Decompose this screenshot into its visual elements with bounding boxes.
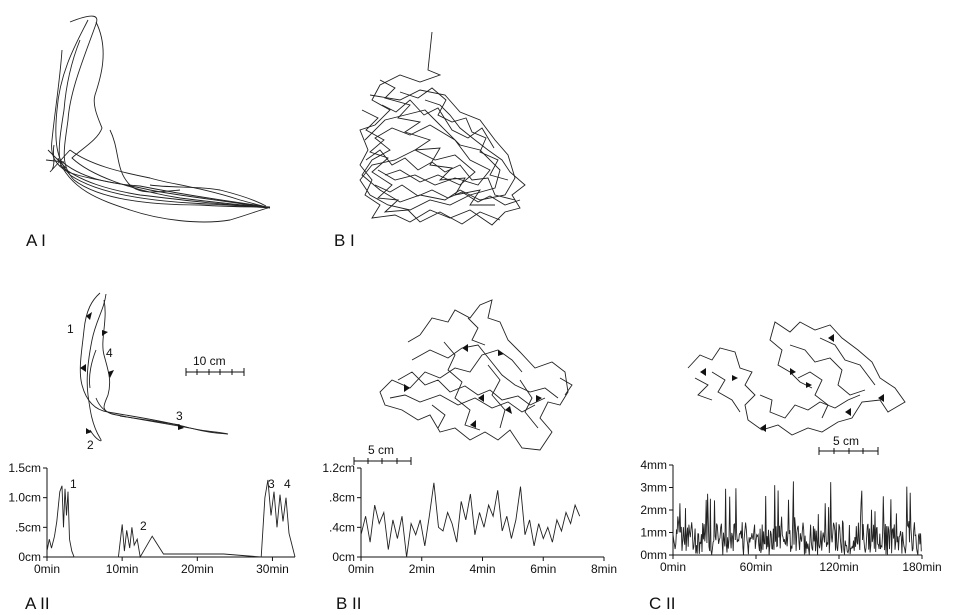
aii-arrows <box>80 312 184 434</box>
cii-track <box>687 321 906 436</box>
aii-series-line <box>46 479 296 559</box>
aii-path-number-1: 1 <box>67 322 74 336</box>
bii-x-tick-label: 8min <box>591 562 617 576</box>
bii-x-tick-label: 6min <box>530 562 556 576</box>
bii-track <box>379 299 573 451</box>
cii-series-line <box>672 481 922 556</box>
aii-y-tick-label: .5cm <box>15 520 41 534</box>
aii-speed-chart: 0cm .5cm 1.0cm 1.5cm 0min 10min 20min 30min <box>8 461 296 576</box>
panel-label-cii: C II <box>649 594 675 613</box>
aii-x-tick-label: 20min <box>181 562 214 576</box>
panel-label-bii: B II <box>336 594 362 613</box>
aii-x-tick-label: 0min <box>34 562 60 576</box>
cii-x-tick-label: 120min <box>819 560 858 574</box>
bii-y-tick-label: .4cm <box>329 520 355 534</box>
cii-x-tick-label: 180min <box>902 560 941 574</box>
aii-y-tick-label: 0cm <box>18 550 41 564</box>
cii-y-tick-label: 0mm <box>640 548 667 562</box>
cii-y-tick-label: 3mm <box>640 481 667 495</box>
bii-y-tick-label: 1.2cm <box>322 461 355 475</box>
panel-label-aii: A II <box>25 594 50 613</box>
aii-y-tick-label: 1.0cm <box>8 491 41 505</box>
bii-x-tick-label: 0min <box>348 562 374 576</box>
aii-scale-bar: 10 cm <box>185 354 245 376</box>
aii-chart-annotation-1: 1 <box>70 477 77 491</box>
cii-scale-label: 5 cm <box>833 434 859 448</box>
cii-arrows <box>700 334 884 432</box>
aii-path-number-2: 2 <box>87 438 94 452</box>
cii-y-tick-label: 4mm <box>640 458 667 472</box>
cii-y-tick-label: 2mm <box>640 503 667 517</box>
aii-scale-label: 10 cm <box>193 354 226 368</box>
aii-path-number-3: 3 <box>176 409 183 423</box>
aii-chart-annotation-3: 3 <box>268 477 275 491</box>
aii-track <box>79 292 229 442</box>
bii-scale-bar: 5 cm <box>353 443 412 465</box>
bi-track <box>359 31 526 226</box>
ai-track <box>45 15 271 223</box>
panel-label-ai: A I <box>26 231 46 250</box>
cii-speed-chart: 0mm 1mm 2mm 3mm 4mm 0min 60min 120min 180min <box>640 458 941 574</box>
panel-label-bi: B I <box>334 231 355 250</box>
aii-y-tick-label: 1.5cm <box>8 461 41 475</box>
aii-x-tick-label: 30min <box>256 562 289 576</box>
bii-scale-label: 5 cm <box>368 443 394 457</box>
aii-x-tick-label: 10min <box>106 562 139 576</box>
bii-x-tick-label: 4min <box>469 562 495 576</box>
bii-y-tick-label: 0cm <box>332 550 355 564</box>
bii-x-tick-label: 2min <box>409 562 435 576</box>
aii-path-number-4: 4 <box>106 346 113 360</box>
cii-y-tick-label: 1mm <box>640 526 667 540</box>
bii-y-tick-label: .8cm <box>329 491 355 505</box>
aii-chart-annotation-2: 2 <box>140 519 147 533</box>
cii-x-tick-label: 0min <box>660 560 686 574</box>
aii-chart-annotation-4: 4 <box>284 477 291 491</box>
bii-speed-chart: 0cm .4cm .8cm 1.2cm 0min 2min 4min 6min 8min <box>322 461 617 576</box>
bii-series-line <box>360 482 581 558</box>
bii-arrows <box>404 344 542 428</box>
cii-x-tick-label: 60min <box>740 560 773 574</box>
cii-scale-bar: 5 cm <box>818 434 879 455</box>
